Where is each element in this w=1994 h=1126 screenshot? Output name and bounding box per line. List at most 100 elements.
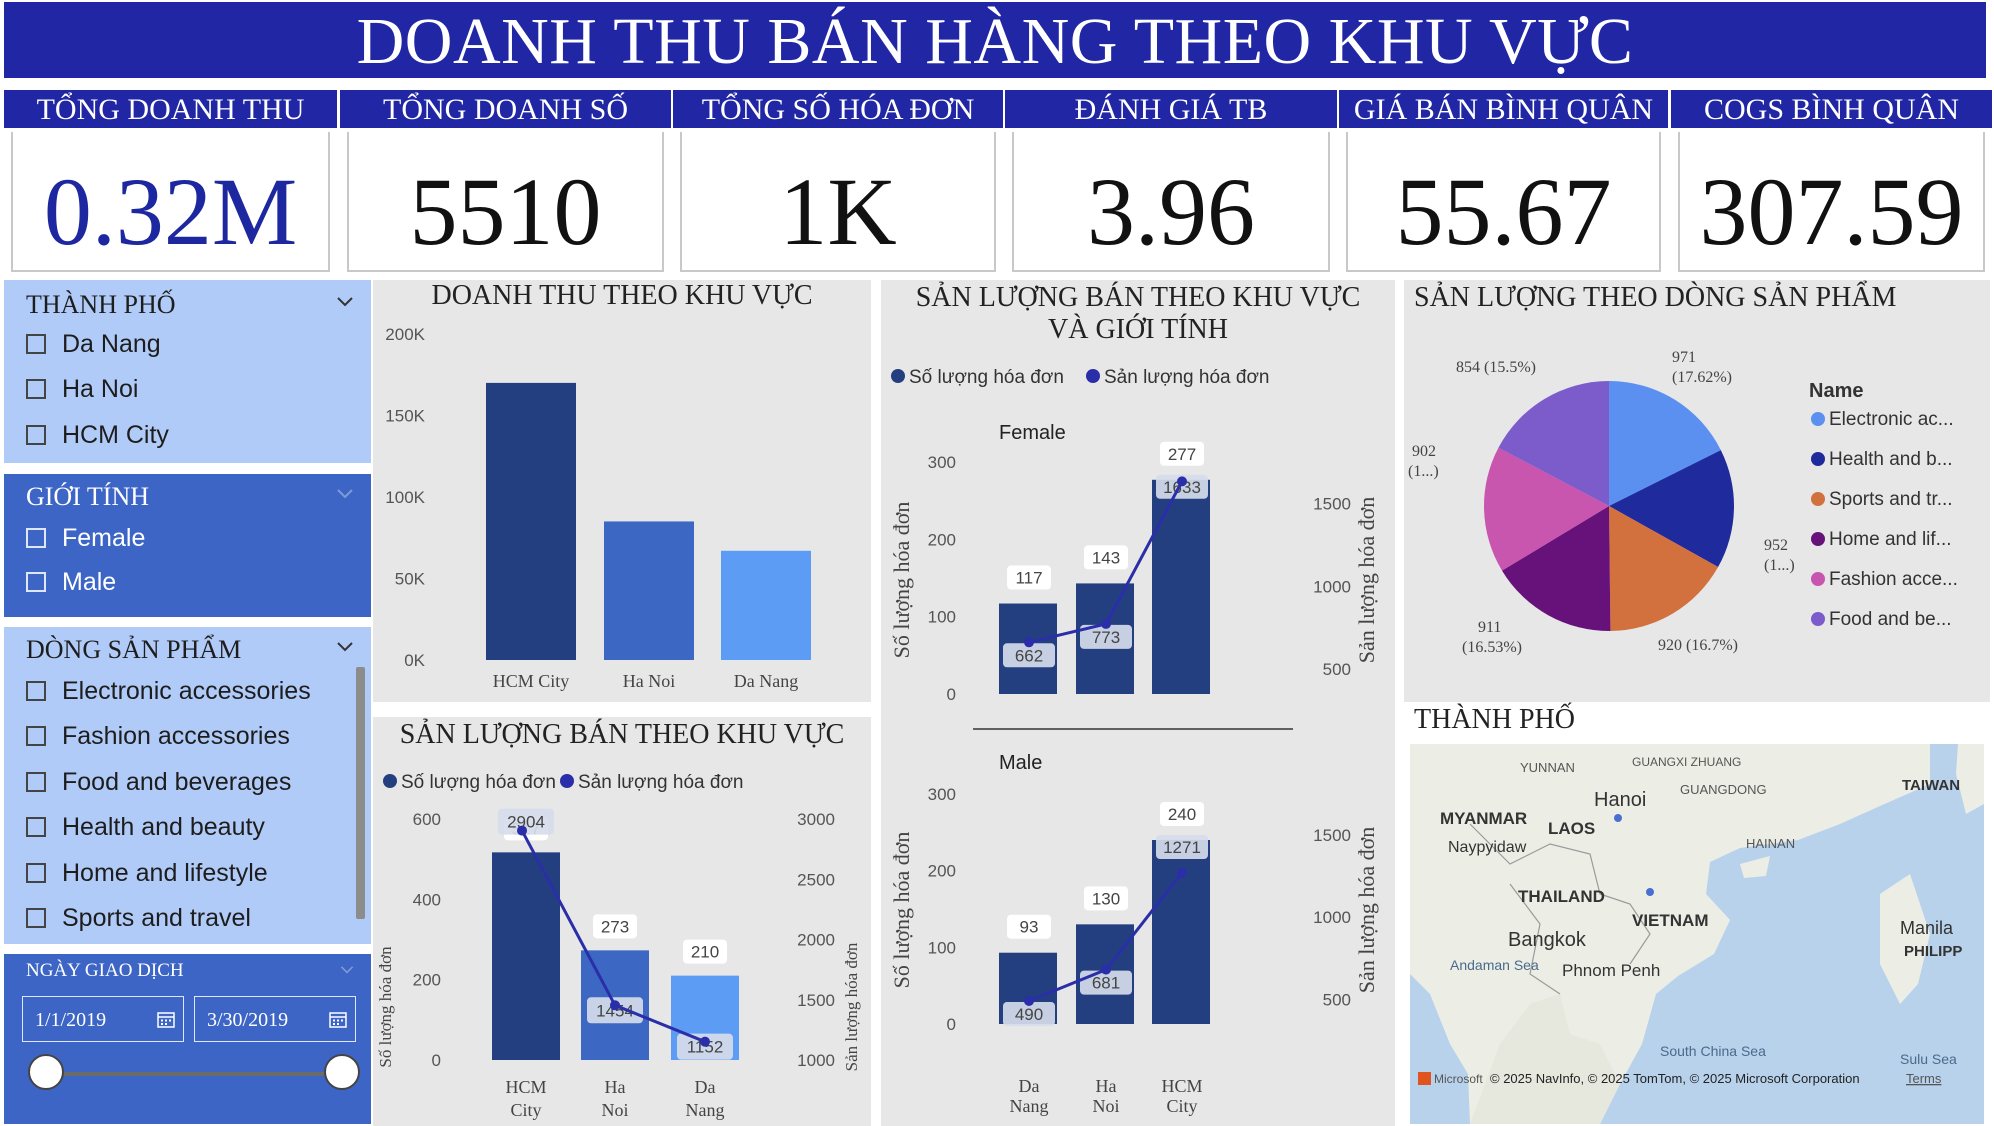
legend-series-1: Số lượng hóa đơn [401,772,556,793]
map-terms-link[interactable]: Terms [1906,1071,1942,1086]
end-date-input[interactable]: 3/30/2019 [194,996,356,1042]
y2-tick-label: 2000 [797,931,835,950]
checkbox[interactable] [26,379,46,399]
map-title: THÀNH PHỐ [1414,704,1575,735]
checkbox[interactable] [26,425,46,445]
line-point[interactable] [700,1036,710,1047]
end-date-value: 3/30/2019 [207,1009,289,1031]
chevron-down-icon[interactable] [335,292,355,312]
calendar-icon[interactable] [329,1010,347,1028]
bar[interactable] [604,521,694,660]
legend-item[interactable]: Health and b... [1829,449,1953,470]
kpi-label: ĐÁNH GIÁ TB [1005,90,1337,128]
bar[interactable] [1152,840,1210,1024]
city-option-hcm-city[interactable]: HCM City [26,415,169,455]
gender-option-male[interactable]: Male [26,562,116,602]
checkbox[interactable] [26,528,46,548]
gender-chart-title-1: SẢN LƯỢNG BÁN THEO KHU VỰC [915,282,1361,313]
map-brand: Microsoft [1434,1072,1483,1086]
product-option-electronic[interactable]: Electronic accessories [26,671,311,711]
kpi-label: TỔNG SỐ HÓA ĐƠN [673,90,1003,128]
checkbox[interactable] [26,772,46,792]
pie-data-label: 902 [1412,443,1436,460]
pie-slice[interactable] [1609,450,1734,568]
range-start-handle[interactable] [28,1054,64,1090]
legend-item[interactable]: Sports and tr... [1829,489,1953,510]
bar[interactable] [1152,479,1210,694]
line-label-bg [1003,1002,1055,1026]
map-point-da-nang[interactable] [1646,888,1654,896]
calendar-icon[interactable] [157,1010,175,1028]
product-option-health[interactable]: Health and beauty [26,807,265,847]
gender-option-female[interactable]: Female [26,518,145,558]
chevron-down-icon[interactable] [335,637,355,657]
border-lines [1509,883,1561,995]
checkbox[interactable] [26,726,46,746]
checkbox[interactable] [26,572,46,592]
checkbox[interactable] [26,817,46,837]
chevron-down-icon[interactable] [335,484,355,504]
y-tick-label: 100K [385,488,425,507]
legend-item[interactable]: Fashion acce... [1829,569,1958,590]
pie-slice[interactable] [1502,506,1611,631]
line-point[interactable] [1101,618,1111,629]
pie-slice[interactable] [1609,381,1721,506]
map-label: PHILIPP [1904,943,1962,960]
city-option-da-nang[interactable]: Da Nang [26,324,161,364]
product-option-fashion[interactable]: Fashion accessories [26,716,290,756]
x-tick-label: Ha [1096,1076,1117,1096]
pie-slice[interactable] [1498,381,1609,506]
product-option-sports[interactable]: Sports and travel [26,898,251,938]
y1-tick-label: 100 [928,938,956,957]
product-option-home[interactable]: Home and lifestyle [26,853,268,893]
checkbox[interactable] [26,863,46,883]
land-philippines [1880,874,1930,1004]
line-point[interactable] [1024,996,1034,1006]
y2-tick-label: 500 [1323,660,1351,679]
line-data-label: 1271 [1163,838,1201,857]
map-label: Naypyidaw [1448,839,1527,856]
line-point[interactable] [1177,476,1187,487]
line-data-label: 1454 [596,1001,634,1020]
page-title: DOANH THU BÁN HÀNG THEO KHU VỰC [356,5,1634,78]
line-data-label: 773 [1092,628,1120,647]
legend-item[interactable]: Electronic ac... [1829,409,1954,430]
line-point[interactable] [1177,867,1187,878]
kpi-label: TỔNG DOANH SỐ [340,90,671,128]
kpi-label: TỔNG DOANH THU [4,90,337,128]
y1-tick-label: 300 [928,453,956,472]
city-option-ha-noi[interactable]: Ha Noi [26,369,138,409]
pie-data-label: 971 [1672,349,1696,366]
checkbox[interactable] [26,908,46,928]
line-data-label: 662 [1015,646,1043,665]
scrollbar[interactable] [356,667,365,919]
line-point[interactable] [517,825,527,836]
y1-tick-label: 0 [947,685,956,704]
revenue-chart-panel: DOANH THU THEO KHU VỰC 0K 50K 100K 150K 200K… [373,280,871,702]
line-point[interactable] [1101,964,1111,975]
pie-slice[interactable] [1609,506,1719,631]
bar[interactable] [721,550,811,660]
bar[interactable] [492,852,560,1060]
checkbox[interactable] [26,681,46,701]
bar[interactable] [486,382,576,660]
pie-slice[interactable] [1484,447,1609,571]
y1-tick-label: 100 [928,608,956,627]
map-label: South China Sea [1660,1043,1766,1059]
range-end-handle[interactable] [324,1054,360,1090]
legend-item[interactable]: Food and be... [1829,609,1952,630]
chevron-down-icon[interactable] [339,962,355,978]
product-option-food[interactable]: Food and beverages [26,762,291,802]
map-panel: THÀNH PHỐ MYANMAR Naypyidaw LAOS THAILAN… [1404,702,1990,1126]
legend-item[interactable]: Home and lif... [1829,529,1952,550]
start-date-input[interactable]: 1/1/2019 [22,996,184,1042]
revenue-chart: 0K 50K 100K 150K 200K HCM City Ha Noi Da Nang [385,325,811,691]
checkbox[interactable] [26,334,46,354]
line-point[interactable] [610,1000,620,1011]
y2-tick-label: 2500 [797,870,835,889]
pie-data-label: 911 [1478,619,1501,636]
map-point-hanoi[interactable] [1614,814,1622,822]
line-point[interactable] [1024,637,1034,648]
pie-data-label: 854 (15.5%) [1456,359,1536,376]
map[interactable]: MYANMAR Naypyidaw LAOS THAILAND Bangkok … [1410,744,1984,1124]
